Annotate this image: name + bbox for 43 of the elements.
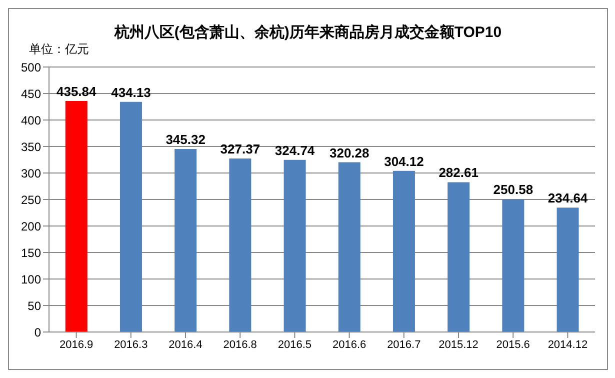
x-tick-label: 2016.4 bbox=[168, 338, 202, 351]
y-tick-label: 350 bbox=[20, 140, 42, 154]
x-tick-label: 2016.6 bbox=[332, 338, 366, 351]
bar bbox=[448, 182, 470, 332]
y-tick-label: 400 bbox=[20, 113, 42, 128]
y-tick-label: 150 bbox=[20, 246, 42, 260]
x-tick-label: 2016.8 bbox=[223, 338, 257, 351]
y-tick-label: 500 bbox=[20, 60, 42, 74]
y-tick-label: 200 bbox=[20, 219, 42, 234]
bar bbox=[65, 101, 88, 332]
bar bbox=[284, 160, 306, 332]
data-label: 234.64 bbox=[548, 190, 588, 206]
y-axis-title: 单位：亿元 bbox=[29, 41, 89, 58]
bar bbox=[392, 170, 415, 332]
data-label: 435.84 bbox=[56, 84, 98, 100]
x-tick-label: 2015.6 bbox=[496, 338, 530, 351]
x-tick-label: 2014.12 bbox=[548, 338, 588, 351]
bar bbox=[120, 102, 142, 332]
chart-title: 杭州八区(包含萧山、余杭)历年来商品房月成交金额TOP10 bbox=[113, 23, 503, 42]
data-label: 345.32 bbox=[166, 132, 206, 147]
data-label: 327.37 bbox=[220, 141, 260, 156]
bar bbox=[229, 158, 252, 332]
bar bbox=[556, 208, 579, 332]
data-label: 282.61 bbox=[438, 165, 478, 180]
data-label: 434.13 bbox=[111, 84, 151, 100]
data-label: 250.58 bbox=[493, 182, 534, 198]
x-tick-label: 2015.12 bbox=[438, 338, 478, 351]
x-tick-label: 2016.5 bbox=[278, 338, 312, 351]
bar bbox=[338, 162, 360, 332]
y-tick-label: 300 bbox=[20, 166, 42, 180]
x-tick-label: 2016.9 bbox=[59, 338, 94, 351]
y-tick-label: 450 bbox=[20, 86, 42, 101]
x-tick-label: 2016.7 bbox=[387, 338, 421, 351]
bar bbox=[174, 148, 197, 332]
data-label: 304.12 bbox=[384, 154, 424, 169]
data-label: 320.28 bbox=[329, 145, 370, 160]
x-tick-label: 2016.3 bbox=[114, 338, 148, 351]
y-tick-label: 250 bbox=[20, 192, 42, 207]
bar bbox=[502, 199, 524, 332]
y-tick-label: 0 bbox=[34, 325, 42, 340]
y-tick-label: 100 bbox=[20, 272, 42, 286]
y-tick-label: 50 bbox=[28, 298, 42, 313]
data-label: 324.74 bbox=[274, 142, 316, 158]
